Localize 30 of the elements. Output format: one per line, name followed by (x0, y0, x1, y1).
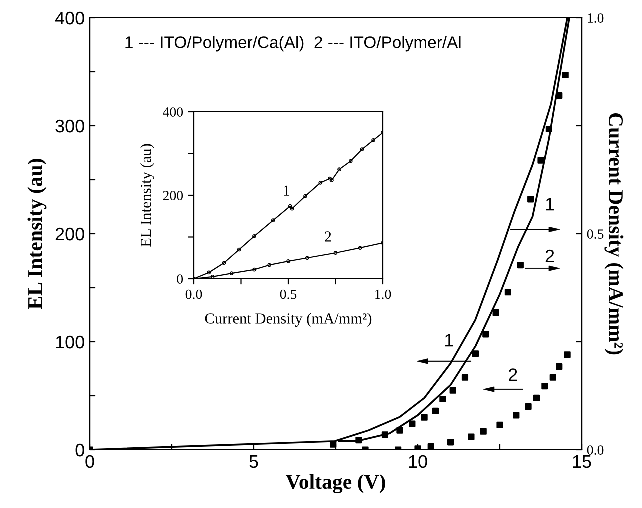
x-tick-label: 5 (250, 456, 258, 468)
y-axis-title: EL Intensity (au) (140, 144, 154, 247)
y-tick-label: 400 (55, 12, 84, 25)
x-axis-title: Current Density (mA/mm²) (205, 313, 372, 328)
y2-tick-label: 0.0 (587, 446, 604, 456)
x-tick-label: 0.0 (186, 290, 202, 300)
x-tick-label: 0 (86, 455, 94, 468)
x-tick-label: 15 (573, 456, 592, 468)
annotation: 1 (446, 334, 454, 347)
y2-tick-label: 0.5 (587, 230, 604, 240)
y-tick-label: 300 (56, 120, 84, 133)
y2-axis-title: Current Density (mA/mm²) (604, 113, 624, 355)
annotation: 2 (509, 368, 518, 382)
y2-tick-label: 1.0 (588, 14, 604, 24)
y-axis-title: EL Intensity (au) (28, 159, 47, 310)
y-tick-label: 200 (56, 228, 84, 241)
annotation: 1 --- ITO/Polymer/Ca(Al) 2 --- ITO/Polymer/Al (126, 36, 461, 52)
annotation: 2 (546, 250, 554, 262)
annotation: 1 (284, 186, 290, 196)
y-tick-label: 100 (56, 336, 84, 349)
y-tick-label: 400 (163, 108, 184, 117)
y-tick-label: 0 (76, 444, 84, 457)
x-tick-label: 0.5 (280, 290, 297, 300)
x-tick-label: 1.0 (376, 290, 392, 300)
y-tick-label: 0 (177, 274, 184, 284)
annotation: 1 (546, 198, 554, 211)
x-axis-title: Voltage (V) (286, 474, 386, 494)
x-tick-label: 10 (409, 455, 428, 468)
y-tick-label: 200 (163, 191, 184, 200)
annotation: 2 (325, 232, 332, 242)
